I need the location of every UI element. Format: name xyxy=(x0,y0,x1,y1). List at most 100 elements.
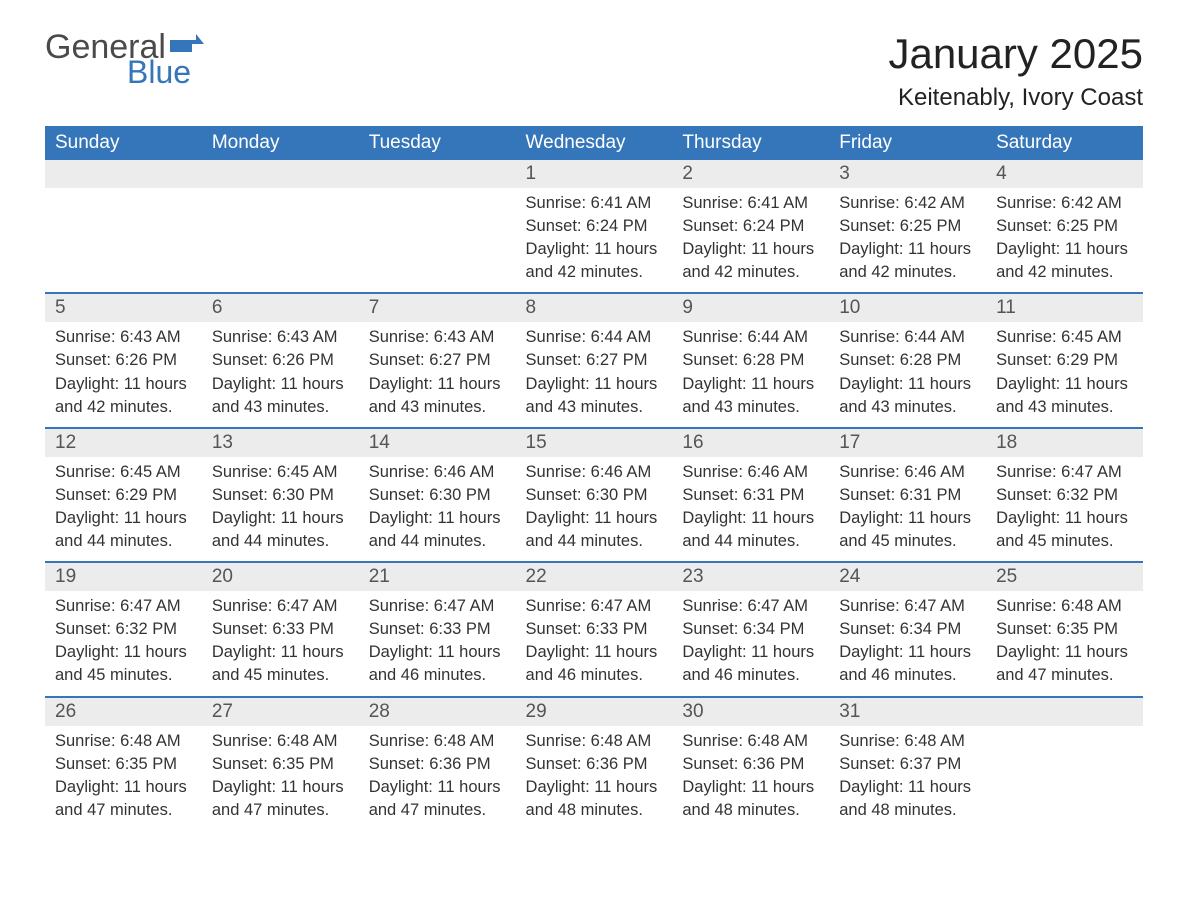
calendar-day-cell: 16Sunrise: 6:46 AMSunset: 6:31 PMDayligh… xyxy=(672,429,829,562)
calendar-day-cell: 2Sunrise: 6:41 AMSunset: 6:24 PMDaylight… xyxy=(672,160,829,293)
sunrise-line: Sunrise: 6:48 AM xyxy=(369,730,506,753)
day-number: 30 xyxy=(672,698,829,726)
day-body: Sunrise: 6:41 AMSunset: 6:24 PMDaylight:… xyxy=(672,188,829,292)
calendar-day-cell: 22Sunrise: 6:47 AMSunset: 6:33 PMDayligh… xyxy=(516,563,673,696)
sunrise-line: Sunrise: 6:43 AM xyxy=(369,326,506,349)
sunrise-line: Sunrise: 6:45 AM xyxy=(212,461,349,484)
calendar-day-cell: 19Sunrise: 6:47 AMSunset: 6:32 PMDayligh… xyxy=(45,563,202,696)
day-number: 8 xyxy=(516,294,673,322)
sunset-line: Sunset: 6:24 PM xyxy=(526,215,663,238)
calendar-week-row: 19Sunrise: 6:47 AMSunset: 6:32 PMDayligh… xyxy=(45,563,1143,696)
calendar-day-cell: 21Sunrise: 6:47 AMSunset: 6:33 PMDayligh… xyxy=(359,563,516,696)
day-number: 9 xyxy=(672,294,829,322)
sunset-line: Sunset: 6:37 PM xyxy=(839,753,976,776)
day-body: Sunrise: 6:45 AMSunset: 6:29 PMDaylight:… xyxy=(986,322,1143,426)
daylight-line: Daylight: 11 hours and 42 minutes. xyxy=(526,238,663,284)
daylight-line: Daylight: 11 hours and 46 minutes. xyxy=(369,641,506,687)
calendar-day-cell: 29Sunrise: 6:48 AMSunset: 6:36 PMDayligh… xyxy=(516,698,673,830)
day-number: 15 xyxy=(516,429,673,457)
day-body: Sunrise: 6:46 AMSunset: 6:31 PMDaylight:… xyxy=(672,457,829,561)
calendar-day-cell xyxy=(202,160,359,293)
sunset-line: Sunset: 6:31 PM xyxy=(682,484,819,507)
sunrise-line: Sunrise: 6:48 AM xyxy=(55,730,192,753)
calendar-day-cell: 3Sunrise: 6:42 AMSunset: 6:25 PMDaylight… xyxy=(829,160,986,293)
calendar-week-row: 5 Sunrise: 6:43 AM Sunset: 6:26 PM Daylight… xyxy=(45,294,1143,427)
sunset-line: Sunset: 6:27 PM xyxy=(526,349,663,372)
calendar-day-cell: 5Sunrise: 6:43 AMSunset: 6:26 PMDaylight… xyxy=(45,294,202,427)
daylight-line: Daylight: 11 hours and 43 minutes. xyxy=(369,373,506,419)
day-number: 19 xyxy=(45,563,202,591)
sunset-line: Sunset: 6:25 PM xyxy=(996,215,1133,238)
calendar-day-cell: 20 Sunrise: 6:47 AMSunset: 6:33 PMDayligh… xyxy=(202,563,359,696)
sunrise-line: Sunrise: 6:46 AM xyxy=(526,461,663,484)
day-number: 21 xyxy=(359,563,516,591)
day-number: 23 xyxy=(672,563,829,591)
day-body: Sunrise: 6:42 AMSunset: 6:25 PMDaylight:… xyxy=(986,188,1143,292)
daylight-line: Daylight: 11 hours and 48 minutes. xyxy=(682,776,819,822)
daylight-line: Daylight: 11 hours and 47 minutes. xyxy=(212,776,349,822)
day-number: 17 xyxy=(829,429,986,457)
day-body: Sunrise: 6:47 AMSunset: 6:34 PMDaylight:… xyxy=(829,591,986,695)
day-number: 29 xyxy=(516,698,673,726)
calendar-day-cell: 15Sunrise: 6:46 AMSunset: 6:30 PMDayligh… xyxy=(516,429,673,562)
weekday-header: Saturday xyxy=(986,126,1143,160)
daylight-line: Daylight: 11 hours and 44 minutes. xyxy=(369,507,506,553)
sunrise-line: Sunrise: 6:46 AM xyxy=(682,461,819,484)
sunrise-line: Sunrise: 6:45 AM xyxy=(55,461,192,484)
daylight-line: Daylight: 11 hours and 45 minutes. xyxy=(212,641,349,687)
day-number: 22 xyxy=(516,563,673,591)
day-number: 5 xyxy=(45,294,202,322)
sunrise-line: Sunrise: 6:47 AM xyxy=(526,595,663,618)
day-number: 16 xyxy=(672,429,829,457)
weekday-header: Sunday xyxy=(45,126,202,160)
weekday-header: Monday xyxy=(202,126,359,160)
day-number: 18 xyxy=(986,429,1143,457)
calendar-day-cell: 28Sunrise: 6:48 AMSunset: 6:36 PMDayligh… xyxy=(359,698,516,830)
sunset-line: Sunset: 6:25 PM xyxy=(839,215,976,238)
day-number-empty xyxy=(986,698,1143,726)
sunrise-line: Sunrise: 6:44 AM xyxy=(839,326,976,349)
calendar-day-cell: 13Sunrise: 6:45 AMSunset: 6:30 PMDayligh… xyxy=(202,429,359,562)
daylight-line: Daylight: 11 hours and 44 minutes. xyxy=(526,507,663,553)
weekday-header: Tuesday xyxy=(359,126,516,160)
day-number: 11 xyxy=(986,294,1143,322)
sunset-line: Sunset: 6:29 PM xyxy=(55,484,192,507)
calendar-day-cell xyxy=(986,698,1143,830)
day-number: 3 xyxy=(829,160,986,188)
calendar-day-cell: 25Sunrise: 6:48 AMSunset: 6:35 PMDayligh… xyxy=(986,563,1143,696)
day-body: Sunrise: 6:45 AMSunset: 6:29 PMDaylight:… xyxy=(45,457,202,561)
day-number: 28 xyxy=(359,698,516,726)
calendar-day-cell: 27Sunrise: 6:48 AMSunset: 6:35 PMDayligh… xyxy=(202,698,359,830)
day-body: Sunrise: 6:47 AMSunset: 6:32 PMDaylight:… xyxy=(45,591,202,695)
sunset-line: Sunset: 6:35 PM xyxy=(996,618,1133,641)
sunset-line: Sunset: 6:26 PM xyxy=(55,349,192,372)
daylight-line: Daylight: 11 hours and 42 minutes. xyxy=(682,238,819,284)
day-number: 20 xyxy=(202,563,359,591)
day-number: 1 xyxy=(516,160,673,188)
calendar-day-cell: 30Sunrise: 6:48 AMSunset: 6:36 PMDayligh… xyxy=(672,698,829,830)
day-number: 4 xyxy=(986,160,1143,188)
sunrise-line: Sunrise: 6:48 AM xyxy=(682,730,819,753)
sunset-line: Sunset: 6:33 PM xyxy=(212,618,349,641)
calendar-day-cell: 6Sunrise: 6:43 AMSunset: 6:26 PMDaylight… xyxy=(202,294,359,427)
sunrise-line: Sunrise: 6:41 AM xyxy=(682,192,819,215)
sunrise-line: Sunrise: 6:47 AM xyxy=(369,595,506,618)
sunrise-line: Sunrise: 6:47 AM xyxy=(55,595,192,618)
calendar-day-cell: 7Sunrise: 6:43 AMSunset: 6:27 PMDaylight… xyxy=(359,294,516,427)
daylight-line: Daylight: 11 hours and 46 minutes. xyxy=(839,641,976,687)
day-number: 27 xyxy=(202,698,359,726)
day-body: Sunrise: 6:48 AMSunset: 6:35 PMDaylight:… xyxy=(202,726,359,830)
daylight-line: Daylight: 11 hours and 46 minutes. xyxy=(682,641,819,687)
daylight-line: Daylight: 11 hours and 43 minutes. xyxy=(839,373,976,419)
calendar-day-cell: 12Sunrise: 6:45 AMSunset: 6:29 PMDayligh… xyxy=(45,429,202,562)
sunrise-line: Sunrise: 6:47 AM xyxy=(996,461,1133,484)
day-number: 31 xyxy=(829,698,986,726)
sunrise-line: Sunrise: 6:41 AM xyxy=(526,192,663,215)
sunrise-line: Sunrise: 6:47 AM xyxy=(212,595,349,618)
location-label: Keitenably, Ivory Coast xyxy=(888,84,1143,112)
daylight-line: Daylight: 11 hours and 43 minutes. xyxy=(682,373,819,419)
day-number: 12 xyxy=(45,429,202,457)
sunset-line: Sunset: 6:28 PM xyxy=(682,349,819,372)
sunrise-line: Sunrise: 6:44 AM xyxy=(682,326,819,349)
sunrise-line: Sunrise: 6:42 AM xyxy=(996,192,1133,215)
